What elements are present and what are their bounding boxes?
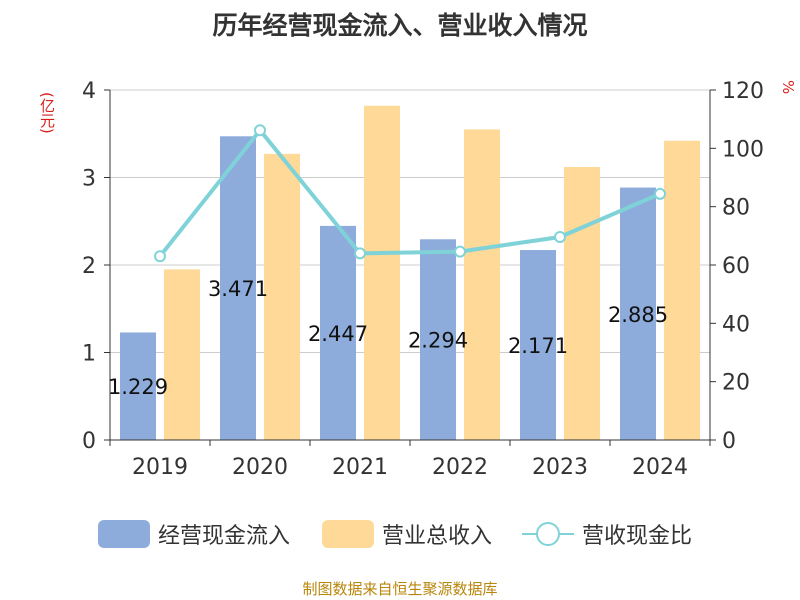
bar-cash-inflow: [620, 187, 656, 440]
right-tick-label: 120: [722, 79, 764, 104]
x-tick-label: 2020: [232, 455, 288, 480]
chart-title: 历年经营现金流入、营业收入情况: [212, 11, 588, 40]
legend-swatch-total-revenue: [322, 520, 374, 548]
left-tick-label: 4: [82, 79, 96, 104]
bar-cash-inflow: [220, 136, 256, 440]
legend-item-total-revenue[interactable]: 营业总收入: [322, 512, 492, 556]
bar-total-revenue: [364, 105, 400, 440]
bar-value-label: 2.447: [308, 322, 368, 346]
right-tick-label: 40: [722, 312, 750, 337]
ratio-line: [154, 124, 666, 263]
ratio-point: [554, 231, 566, 243]
source-note: 制图数据来自恒生聚源数据库: [302, 580, 498, 598]
legend-label-cash-ratio: 营收现金比: [582, 524, 693, 549]
bar-value-label: 2.171: [508, 334, 568, 358]
x-tick-label: 2021: [332, 455, 388, 480]
left-tick-label: 3: [82, 167, 96, 192]
right-tick-label: 100: [722, 137, 764, 162]
bar-value-label: 1.229: [108, 375, 168, 399]
ratio-point: [254, 124, 266, 137]
right-axis-unit: %: [779, 80, 797, 95]
bar-value-label: 2.294: [408, 329, 468, 353]
ratio-point: [154, 250, 166, 263]
bar-total-revenue: [564, 167, 600, 440]
bar-cash-inflow: [120, 332, 156, 440]
bar-total-revenue: [464, 129, 500, 440]
ratio-point: [454, 245, 466, 258]
left-tick-label: 1: [82, 342, 96, 367]
bar-cash-inflow: [520, 250, 556, 440]
bar-value-label: 2.885: [608, 303, 668, 327]
legend: 经营现金流入 营业总收入 营收现金比: [0, 512, 800, 556]
legend-item-cash-ratio[interactable]: 营收现金比: [522, 512, 692, 556]
bar-cash-inflow: [320, 225, 356, 440]
bar-total-revenue: [264, 153, 300, 440]
bar-labels: 1.229 3.471 2.447 2.294 2.171 2.885: [108, 277, 668, 399]
left-tick-label: 0: [82, 429, 96, 454]
ratio-point: [654, 187, 666, 200]
x-tick-label: 2024: [632, 455, 688, 480]
left-tick-label: 2: [82, 254, 96, 279]
x-tick-label: 2023: [532, 455, 588, 480]
bar-cash-inflow: [420, 239, 456, 440]
ratio-line-path: [158, 127, 661, 258]
legend-label-total-revenue: 营业总收入: [382, 524, 493, 549]
bars: [120, 105, 700, 440]
right-tick-label: 80: [722, 196, 750, 221]
gridlines: [110, 89, 710, 353]
right-tick-label: 60: [722, 254, 750, 279]
x-tick-label: 2019: [132, 455, 188, 480]
right-tick-label: 0: [722, 429, 736, 454]
legend-label-cash-inflow: 经营现金流入: [158, 524, 291, 549]
ratio-point: [354, 247, 366, 260]
legend-swatch-cash-ratio: [522, 520, 574, 548]
bar-value-label: 3.471: [208, 277, 268, 301]
left-axis-unit: (亿元): [38, 92, 56, 134]
x-tick-label: 2022: [432, 455, 488, 480]
bar-total-revenue: [164, 269, 200, 440]
right-tick-label: 20: [722, 371, 750, 396]
legend-swatch-cash-inflow: [98, 520, 150, 548]
legend-item-cash-inflow[interactable]: 经营现金流入: [98, 512, 290, 556]
bar-total-revenue: [664, 140, 700, 440]
